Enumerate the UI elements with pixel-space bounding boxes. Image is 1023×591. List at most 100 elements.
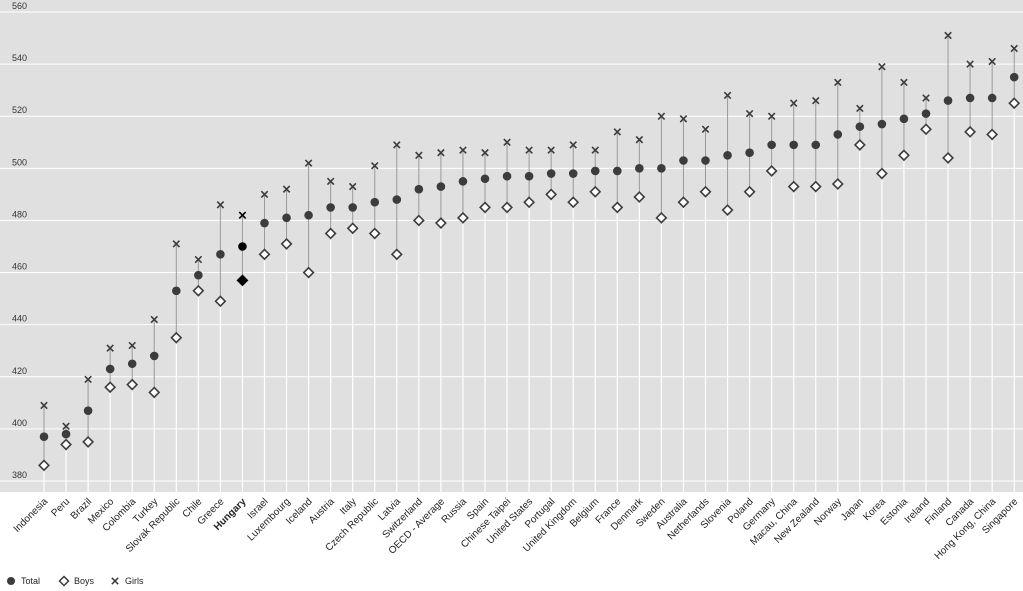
total-marker: [172, 286, 181, 296]
girls-marker: [304, 159, 313, 167]
girls-marker: [62, 422, 70, 431]
girls-marker: [635, 135, 644, 144]
boys-marker: [434, 217, 447, 229]
boys-marker: [589, 185, 602, 198]
total-marker: [502, 171, 512, 181]
boys-marker: [479, 201, 491, 214]
total-marker: [127, 359, 137, 369]
girls-marker: [723, 91, 732, 100]
legend-boys-marker: [58, 575, 70, 587]
y-tick-label: 460: [12, 262, 27, 272]
total-marker: [546, 169, 556, 178]
girls-marker: [437, 148, 445, 157]
legend-total-marker: [7, 577, 15, 585]
legend-girls-label: Girls: [125, 576, 144, 586]
y-tick-label: 380: [12, 470, 27, 480]
boys-marker: [787, 180, 800, 193]
girls-marker: [767, 112, 776, 120]
y-tick-label: 420: [12, 366, 27, 376]
boys-marker: [38, 459, 50, 472]
girls-marker: [282, 185, 291, 193]
total-marker: [613, 166, 622, 176]
girls-marker: [370, 161, 379, 170]
girls-marker: [900, 78, 908, 87]
total-marker: [657, 164, 666, 173]
girls-marker: [128, 341, 136, 350]
total-marker: [701, 156, 710, 165]
total-marker: [811, 140, 821, 150]
girls-marker: [966, 60, 974, 68]
boys-marker: [633, 191, 646, 203]
boys-marker: [390, 248, 403, 261]
boys-marker: [942, 151, 954, 164]
girls-marker: [789, 99, 798, 107]
y-tick-label: 560: [12, 1, 27, 11]
boys-marker: [986, 128, 999, 141]
girls-marker: [922, 94, 930, 102]
girls-marker: [1010, 44, 1018, 53]
boys-marker: [170, 331, 183, 344]
x-category-label: Peru: [49, 496, 72, 519]
total-marker: [370, 197, 380, 207]
total-marker: [238, 242, 247, 251]
boys-marker: [82, 435, 95, 448]
girls-marker: [260, 190, 269, 199]
y-tick-label: 500: [12, 157, 27, 167]
total-marker: [458, 177, 468, 186]
boys-marker: [258, 248, 271, 261]
boys-marker: [368, 227, 381, 240]
girls-marker: [525, 146, 533, 154]
y-tick-label: 400: [12, 418, 27, 428]
total-marker: [943, 96, 953, 105]
gridlines: [0, 11, 1023, 482]
total-marker: [679, 156, 688, 165]
total-marker: [61, 429, 71, 439]
total-marker: [480, 174, 490, 184]
total-marker: [194, 270, 203, 280]
total-marker: [260, 218, 269, 228]
total-marker: [789, 140, 798, 150]
girls-marker: [679, 115, 688, 123]
data-markers: [38, 31, 1021, 472]
boys-marker: [875, 167, 888, 180]
boys-marker: [214, 295, 227, 308]
boys-marker: [655, 211, 668, 224]
total-marker: [745, 148, 754, 157]
total-marker: [436, 182, 446, 191]
girls-marker: [834, 78, 842, 87]
girls-marker: [701, 125, 710, 134]
girls-marker: [503, 138, 511, 147]
boys-marker: [126, 378, 139, 391]
total-marker: [767, 140, 776, 150]
x-category-label: Japan: [839, 496, 866, 523]
girls-marker: [856, 104, 864, 113]
y-tick-label: 480: [12, 209, 27, 219]
boys-marker: [920, 123, 932, 136]
boys-marker: [964, 125, 977, 138]
boys-marker: [699, 185, 712, 198]
boys-marker: [853, 138, 866, 151]
girls-marker: [569, 141, 577, 149]
legend-girls-marker: [111, 577, 119, 585]
plot-area: [0, 0, 1023, 492]
total-marker: [965, 93, 975, 103]
boys-marker: [104, 381, 117, 394]
x-axis-labels: Indonesia PeruBrazilMexicoColombiaTurkeyS…: [12, 496, 1021, 562]
total-marker: [282, 213, 291, 223]
girls-marker: [481, 148, 489, 157]
y-axis-ticks: 380 400 420 440 460 480 500 520 540 560: [12, 1, 27, 480]
girls-marker: [216, 201, 225, 209]
boys-marker: [567, 196, 580, 209]
boys-marker: [324, 227, 337, 240]
girls-marker: [84, 375, 92, 384]
boys-marker: [1008, 97, 1021, 110]
girls-marker: [194, 255, 203, 264]
girls-marker: [944, 31, 952, 40]
boys-marker: [721, 204, 734, 216]
total-marker: [635, 164, 644, 173]
legend-boys-label: Boys: [74, 576, 95, 586]
x-category-label: Indonesia: [12, 496, 51, 535]
girls-marker: [547, 146, 555, 154]
